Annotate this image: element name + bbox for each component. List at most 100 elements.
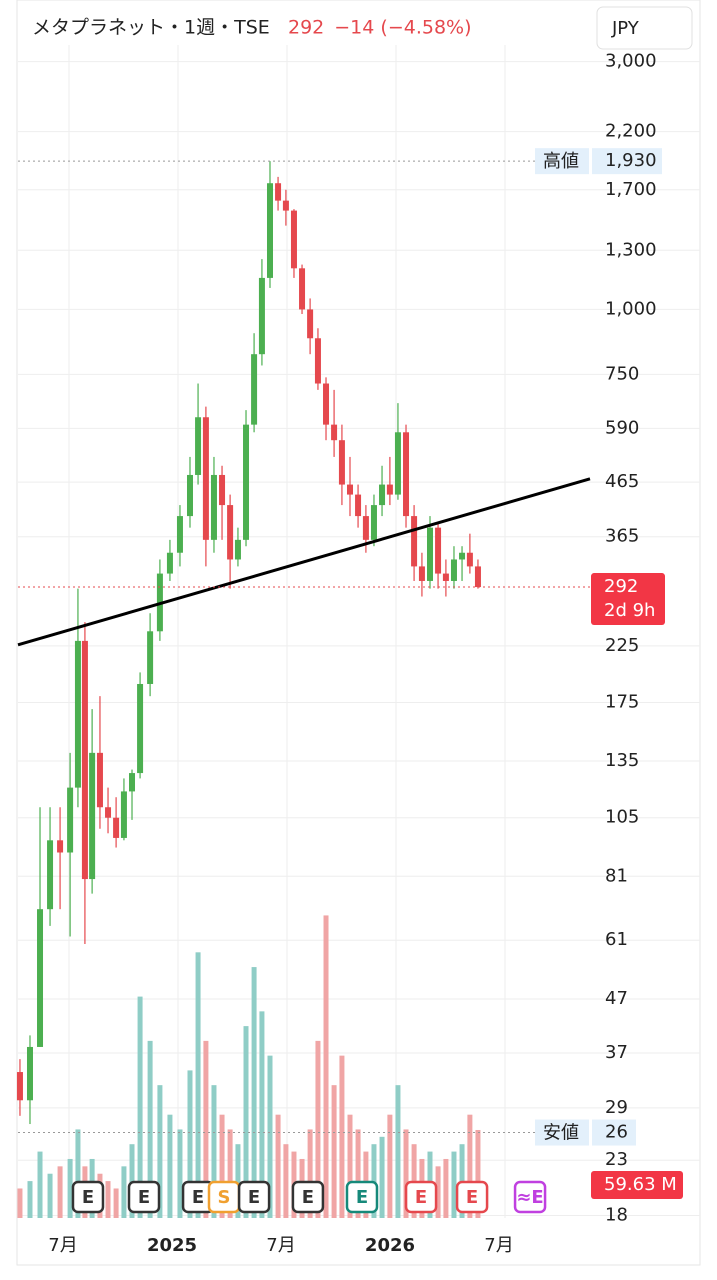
candle-body [290, 210, 297, 269]
currency-label[interactable]: JPY [611, 18, 640, 39]
candle-body [166, 552, 173, 574]
candle-body [459, 552, 466, 560]
volume-bar [243, 1026, 249, 1218]
x-tick-label: 7月 [484, 1235, 513, 1256]
event-marker[interactable]: E [455, 1180, 489, 1214]
candle-body [195, 417, 202, 475]
y-tick-label: 47 [605, 988, 628, 1009]
trendline [17, 477, 591, 647]
volume-bar [105, 1181, 111, 1218]
volume-bar [331, 1085, 337, 1218]
event-badge [455, 1180, 489, 1214]
y-tick-label: 750 [605, 363, 639, 384]
event-marker[interactable]: E [71, 1180, 105, 1214]
y-tick-label: 18 [605, 1204, 628, 1225]
event-label: ≈E [516, 1187, 543, 1208]
candle-body [96, 752, 103, 808]
candle-body [307, 309, 314, 339]
volume-bar [57, 1166, 63, 1218]
event-label: E [138, 1187, 150, 1208]
currency-button[interactable] [596, 6, 693, 50]
candle-body [442, 573, 449, 581]
candle-body [299, 268, 306, 310]
candle-body [113, 817, 120, 838]
volume-bar [167, 1114, 173, 1218]
volume-bar [17, 1188, 23, 1218]
chart-frame [16, 0, 701, 1266]
event-marker[interactable]: S [207, 1180, 241, 1214]
candle-body [57, 840, 64, 853]
volume-bar [435, 1166, 441, 1218]
candle-body [355, 494, 362, 517]
event-badge [404, 1180, 438, 1214]
low-value-label: 26 [605, 1122, 628, 1143]
candle-body [129, 773, 136, 792]
candle-body [105, 807, 112, 818]
x-tick-label: 2026 [365, 1235, 415, 1256]
candle-body [67, 787, 74, 853]
candle-body [370, 505, 377, 540]
volume-bar [195, 952, 201, 1218]
candle-body [282, 200, 289, 211]
candle-body [137, 683, 144, 774]
volume-bar [403, 1129, 409, 1218]
event-badge [237, 1180, 271, 1214]
event-marker[interactable]: E [237, 1180, 271, 1214]
candle-body [47, 840, 54, 910]
event-marker[interactable]: E [127, 1180, 161, 1214]
volume-bar [395, 1085, 401, 1218]
y-tick-label: 225 [605, 635, 639, 656]
volume-bar [283, 1144, 289, 1218]
event-badge [345, 1180, 379, 1214]
candle-body [120, 791, 127, 838]
candle-body [16, 1072, 23, 1101]
candle-body [338, 440, 345, 485]
event-badge [513, 1180, 547, 1214]
event-marker[interactable]: E [404, 1180, 438, 1214]
event-marker[interactable]: ≈E [513, 1180, 547, 1214]
volume-bar [323, 915, 329, 1218]
volume-bar [307, 1129, 313, 1218]
candle-body [394, 432, 401, 495]
price-tag-value: 292 [604, 576, 638, 597]
volume-bar [37, 1151, 43, 1218]
volume-bar [219, 1114, 225, 1218]
volume-tag-bg [591, 1170, 683, 1199]
high-tag-bg [535, 148, 589, 175]
candle-body [362, 516, 369, 540]
candle-body [258, 277, 265, 355]
candle-body [450, 559, 457, 581]
candle-body [275, 183, 282, 201]
volume-bar [315, 1040, 321, 1218]
candle-body [435, 527, 442, 574]
high-tag-label: 高値 [543, 151, 579, 172]
candle-body [243, 424, 250, 540]
candle-body [474, 566, 481, 588]
event-label: S [218, 1187, 231, 1208]
x-tick-label: 7月 [48, 1235, 77, 1256]
y-tick-label: 29 [605, 1097, 628, 1118]
volume-bar [443, 1158, 449, 1218]
volume-bar [251, 967, 257, 1218]
volume-bar [267, 1055, 273, 1218]
high-value-label: 1,930 [605, 150, 657, 171]
y-tick-label: 3,000 [605, 51, 657, 72]
event-label: E [248, 1187, 260, 1208]
low-value-bg [592, 1119, 636, 1146]
event-badge [127, 1180, 161, 1214]
volume-bar [75, 1129, 81, 1218]
candle-body [323, 383, 330, 425]
event-marker[interactable]: E [291, 1180, 325, 1214]
candle-body [379, 484, 386, 506]
y-tick-label: 61 [605, 929, 628, 950]
y-tick-label: 37 [605, 1042, 628, 1063]
candle-body [227, 505, 234, 560]
volume-bar [187, 1070, 193, 1218]
y-tick-label: 365 [605, 526, 639, 547]
event-marker[interactable]: E [345, 1180, 379, 1214]
volume-bar [27, 1181, 33, 1218]
x-tick-label: 2025 [147, 1235, 197, 1256]
candle-body [81, 640, 88, 880]
volume-bar [113, 1188, 119, 1218]
